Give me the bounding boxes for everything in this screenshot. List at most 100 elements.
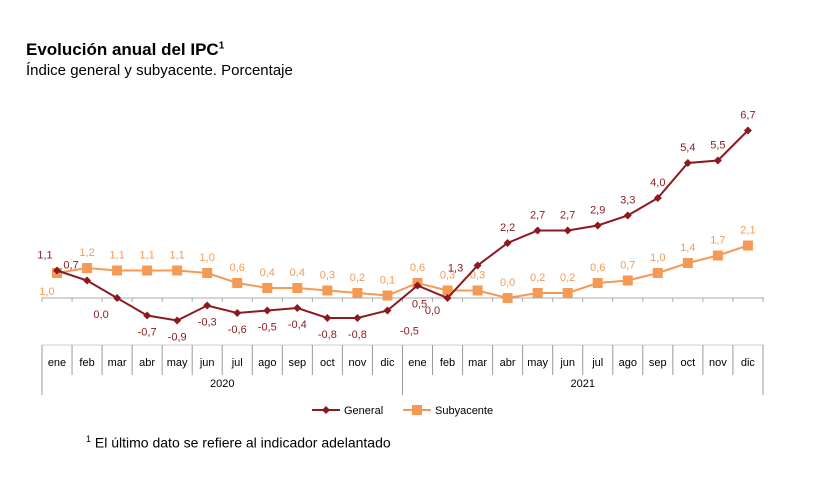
data-label: 0,3 <box>440 270 455 282</box>
data-label: -0,3 <box>198 317 217 329</box>
data-point <box>533 226 542 235</box>
month-tick-label: mar <box>108 357 127 369</box>
data-label: 2,7 <box>530 210 545 222</box>
data-label: -0,4 <box>288 319 307 331</box>
data-point <box>142 265 153 276</box>
month-tick-label: ago <box>258 357 276 369</box>
data-label: 1,0 <box>39 286 54 298</box>
chart-subtitle: Índice general y subyacente. Porcentaje <box>26 62 293 79</box>
data-label: 0,4 <box>260 267 275 279</box>
data-point <box>413 281 422 290</box>
data-label: 2,7 <box>560 210 575 222</box>
month-tick-label: oct <box>320 357 335 369</box>
data-label: 0,7 <box>620 260 635 272</box>
data-point <box>653 194 662 202</box>
data-point <box>202 268 213 278</box>
month-tick-label: nov <box>709 357 727 369</box>
legend-subyacente-label: Subyacente <box>435 405 493 417</box>
data-point <box>472 285 483 296</box>
data-point <box>113 294 122 302</box>
data-point <box>262 283 273 293</box>
data-label: 0,0 <box>425 305 440 317</box>
data-label: 0,6 <box>410 262 425 274</box>
data-label: -0,8 <box>348 329 367 341</box>
data-label: 2,1 <box>740 225 755 237</box>
data-point <box>623 211 632 220</box>
year-tick-label: 2020 <box>210 378 234 390</box>
legend-general-marker <box>322 406 330 414</box>
data-point <box>82 263 93 273</box>
data-point <box>83 276 92 285</box>
data-label: 0,4 <box>290 267 305 279</box>
data-point <box>503 239 512 247</box>
month-tick-label: ene <box>48 357 66 369</box>
data-point <box>713 156 722 165</box>
data-point <box>203 301 212 310</box>
data-point <box>112 265 123 276</box>
data-label: 0,0 <box>93 309 108 321</box>
data-point <box>712 250 723 261</box>
data-label: 1,2 <box>79 247 94 259</box>
data-label: -0,6 <box>228 324 247 336</box>
chart-title: Evolución anual del IPC1 <box>26 40 225 59</box>
data-label: 5,5 <box>710 140 725 152</box>
data-point <box>263 306 272 315</box>
data-label: 1,1 <box>109 250 124 262</box>
data-point <box>143 311 152 320</box>
month-tick-label: sep <box>649 357 667 369</box>
data-label: 1,1 <box>170 250 185 262</box>
data-point <box>743 126 752 135</box>
data-point <box>353 314 362 322</box>
data-label: 5,4 <box>680 142 695 154</box>
legend-general-label: General <box>344 405 383 417</box>
month-tick-label: feb <box>79 357 94 369</box>
data-label: 0,2 <box>530 272 545 284</box>
data-label: 4,0 <box>650 177 665 189</box>
data-point <box>442 285 453 296</box>
data-point <box>172 265 183 276</box>
footnote: 1 El último dato se refiere al indicador… <box>86 434 391 451</box>
data-label: 0,2 <box>350 272 365 284</box>
data-label: 0,5 <box>412 299 427 311</box>
data-label: 0,6 <box>590 262 605 274</box>
month-tick-label: jun <box>199 357 215 369</box>
data-label: -0,7 <box>138 327 157 339</box>
data-label: 0,2 <box>560 272 575 284</box>
month-tick-label: abr <box>139 357 155 369</box>
data-point <box>382 290 393 301</box>
month-tick-label: jun <box>559 357 575 369</box>
data-label: 1,1 <box>37 250 52 262</box>
data-point <box>232 278 243 288</box>
data-point <box>173 316 182 325</box>
data-point <box>292 283 303 293</box>
data-label: 1,0 <box>200 252 215 264</box>
data-label: 0,1 <box>380 275 395 287</box>
month-tick-label: feb <box>440 357 455 369</box>
data-point <box>323 314 332 322</box>
data-label: 1,1 <box>139 250 154 262</box>
month-tick-label: ene <box>408 357 426 369</box>
month-tick-label: jul <box>591 357 603 369</box>
data-point <box>562 288 573 298</box>
data-point <box>322 285 333 296</box>
month-tick-label: oct <box>680 357 695 369</box>
data-point <box>383 306 392 315</box>
month-tick-label: nov <box>349 357 367 369</box>
data-label: 2,2 <box>500 222 515 234</box>
month-tick-label: abr <box>500 357 516 369</box>
data-point <box>563 226 572 235</box>
month-tick-label: may <box>167 357 188 369</box>
data-label: 0,3 <box>470 270 485 282</box>
data-point <box>352 288 363 298</box>
data-point <box>742 240 753 251</box>
data-label: -0,9 <box>168 332 187 344</box>
data-point <box>652 268 663 278</box>
month-tick-label: sep <box>288 357 306 369</box>
data-label: 1,0 <box>650 252 665 264</box>
data-point <box>532 288 543 298</box>
data-label: 1,3 <box>448 263 463 275</box>
data-point <box>233 309 242 317</box>
data-label: 0,3 <box>320 270 335 282</box>
data-label: 1,4 <box>680 242 695 254</box>
